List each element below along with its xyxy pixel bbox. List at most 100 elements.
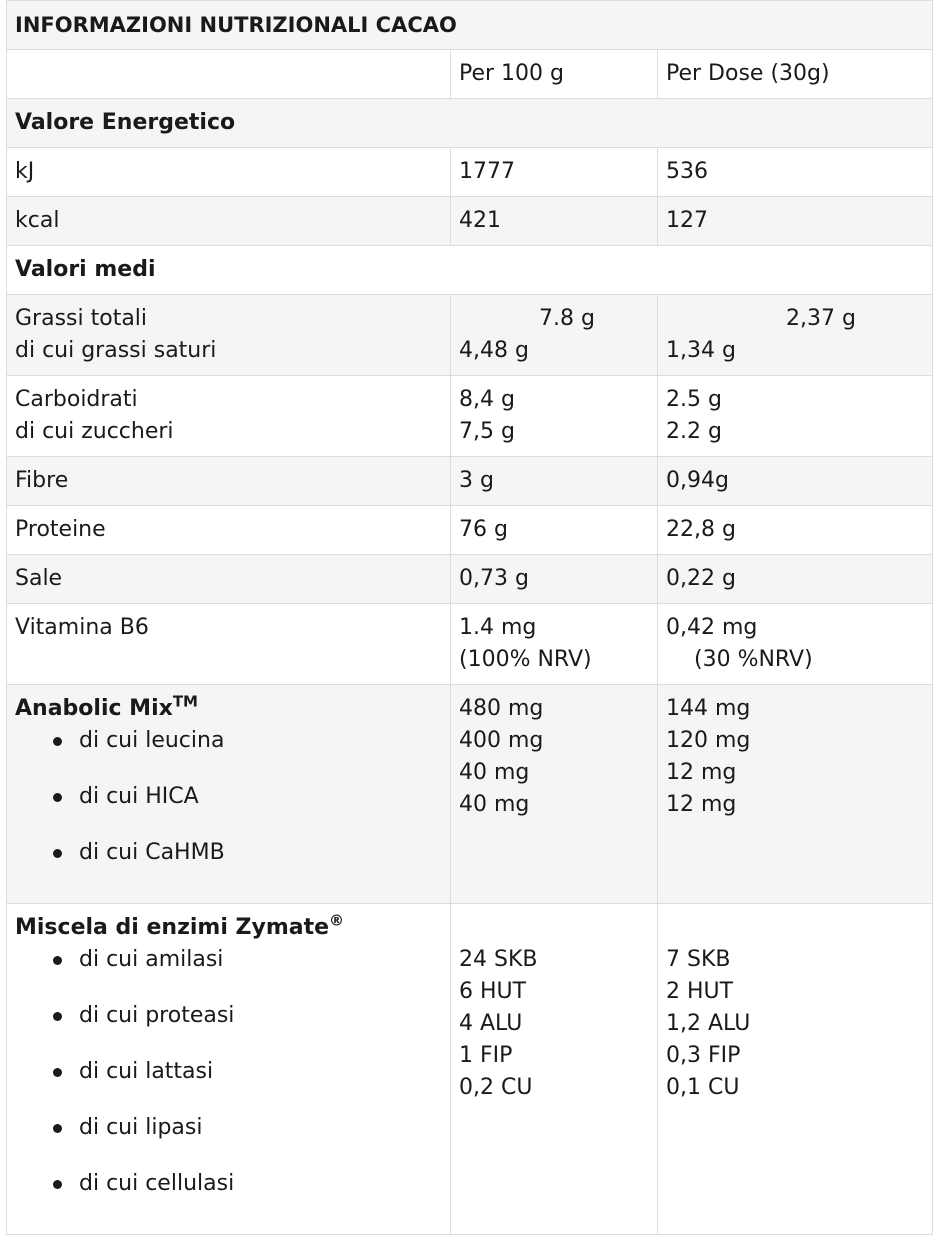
vitb6-per-dose: 0,42 mg [666,615,758,640]
anabolic-value: 480 mg [459,696,544,721]
registered-mark: ® [329,911,345,930]
anabolic-value: 144 mg [666,696,751,721]
bullet-icon [53,1124,62,1133]
row-label: Anabolic MixTM di cui leucina di cui HIC… [6,684,451,904]
list-item: di cui CaHMB [15,837,442,869]
saturated-fats-per-dose: 1,34 g [666,338,736,363]
list-item: di cui lipasi [15,1112,442,1144]
value-per-100: 24 SKB 6 HUT 4 ALU 1 FIP 0,2 CU [450,903,658,1235]
sugars-per-100: 7,5 g [459,419,515,444]
zymate-value: 1 FIP [459,1043,513,1068]
list-item: di cui lattasi [15,1056,442,1088]
table-row: Fibre 3 g 0,94g [6,456,934,506]
bullet-icon [53,793,62,802]
list-item: di cui amilasi [15,944,442,976]
table-row: kcal 421 127 [6,196,934,246]
zymate-value: 0,2 CU [459,1075,533,1100]
nutrition-table: INFORMAZIONI NUTRIZIONALI CACAO Per 100 … [5,0,934,1235]
value-per-dose: 2,37 g 1,34 g [656,294,934,376]
zymate-value: 2 HUT [666,979,734,1004]
anabolic-value: 120 mg [666,728,751,753]
value-per-100: 421 [450,196,658,246]
fats-per-dose: 2,37 g [786,306,856,331]
value-per-dose: 2.5 g 2.2 g [656,375,934,457]
trademark-mark: TM [172,692,198,711]
carbs-per-100: 8,4 g [459,387,515,412]
table-title-row: INFORMAZIONI NUTRIZIONALI CACAO [5,0,934,50]
energy-section-header: Valore Energetico [5,98,934,148]
bullet-icon [53,849,62,858]
zymate-value: 24 SKB [459,947,538,972]
saturated-fats-per-100: 4,48 g [459,338,529,363]
bullet-icon [53,737,62,746]
row-label: Carboidrati di cui zuccheri [6,375,451,457]
fats-label: Grassi totali [15,306,148,331]
table-row: Grassi totali di cui grassi saturi 7.8 g… [6,294,934,376]
value-per-dose: 0,22 g [656,554,934,604]
list-item-label: di cui HICA [79,784,199,809]
table-row: Anabolic MixTM di cui leucina di cui HIC… [6,684,934,904]
value-per-100: 1777 [450,147,658,197]
list-item-label: di cui lipasi [79,1115,203,1140]
header-per-dose: Per Dose (30g) [656,49,934,99]
table-row: kJ 1777 536 [6,147,934,197]
bullet-icon [53,1068,62,1077]
bullet-icon [53,956,62,965]
row-label: Grassi totali di cui grassi saturi [6,294,451,376]
value-per-100: 480 mg 400 mg 40 mg 40 mg [450,684,658,904]
table-row: Vitamina B6 1.4 mg (100% NRV) 0,42 mg (3… [6,603,934,685]
vitb6-nrv-per-100: (100% NRV) [459,647,592,672]
list-item: di cui proteasi [15,1000,442,1032]
row-label: Vitamina B6 [6,603,451,685]
value-per-dose: 536 [656,147,934,197]
row-label: Fibre [6,456,451,506]
vitb6-nrv-per-dose: (30 %NRV) [694,647,813,672]
value-per-dose: 127 [656,196,934,246]
zymate-value: 4 ALU [459,1011,523,1036]
value-per-dose: 7 SKB 2 HUT 1,2 ALU 0,3 FIP 0,1 CU [656,903,934,1235]
list-item-label: di cui lattasi [79,1059,214,1084]
value-per-100: 7.8 g 4,48 g [450,294,658,376]
column-header-row: Per 100 g Per Dose (30g) [6,49,934,99]
list-item-label: di cui cellulasi [79,1171,235,1196]
anabolic-value: 400 mg [459,728,544,753]
fats-per-100: 7.8 g [539,306,595,331]
value-per-dose: 22,8 g [656,505,934,555]
anabolic-value: 12 mg [666,760,737,785]
list-item-label: di cui CaHMB [79,840,225,865]
value-per-100: 8,4 g 7,5 g [450,375,658,457]
header-empty-cell [6,49,451,99]
zymate-value: 1,2 ALU [666,1011,751,1036]
section-header-row: Valore Energetico [5,98,934,148]
table-row: Carboidrati di cui zuccheri 8,4 g 7,5 g … [6,375,934,457]
list-item-label: di cui amilasi [79,947,224,972]
means-section-header: Valori medi [5,245,934,295]
carbs-per-dose: 2.5 g [666,387,722,412]
value-per-dose: 144 mg 120 mg 12 mg 12 mg [656,684,934,904]
sugars-label: di cui zuccheri [15,419,174,444]
carbs-label: Carboidrati [15,387,138,412]
row-label: kcal [6,196,451,246]
row-label: Sale [6,554,451,604]
zymate-name: Miscela di enzimi Zymate [15,915,330,940]
list-item-label: di cui leucina [79,728,225,753]
row-label: Miscela di enzimi Zymate® di cui amilasi… [6,903,451,1235]
section-header-row: Valori medi [5,245,934,295]
zymate-value: 0,1 CU [666,1075,740,1100]
table-row: Sale 0,73 g 0,22 g [6,554,934,604]
value-per-dose: 0,94g [656,456,934,506]
value-per-100: 3 g [450,456,658,506]
table-row: Miscela di enzimi Zymate® di cui amilasi… [6,903,934,1235]
anabolic-value: 40 mg [459,792,530,817]
sugars-per-dose: 2.2 g [666,419,722,444]
row-label: Proteine [6,505,451,555]
bullet-icon [53,1180,62,1189]
bullet-icon [53,1012,62,1021]
table-row: Proteine 76 g 22,8 g [6,505,934,555]
value-per-100: 1.4 mg (100% NRV) [450,603,658,685]
row-label: kJ [6,147,451,197]
header-per-100: Per 100 g [450,49,658,99]
list-item-label: di cui proteasi [79,1003,235,1028]
zymate-value: 7 SKB [666,947,731,972]
anabolic-mix-label: Anabolic MixTM [15,693,442,725]
